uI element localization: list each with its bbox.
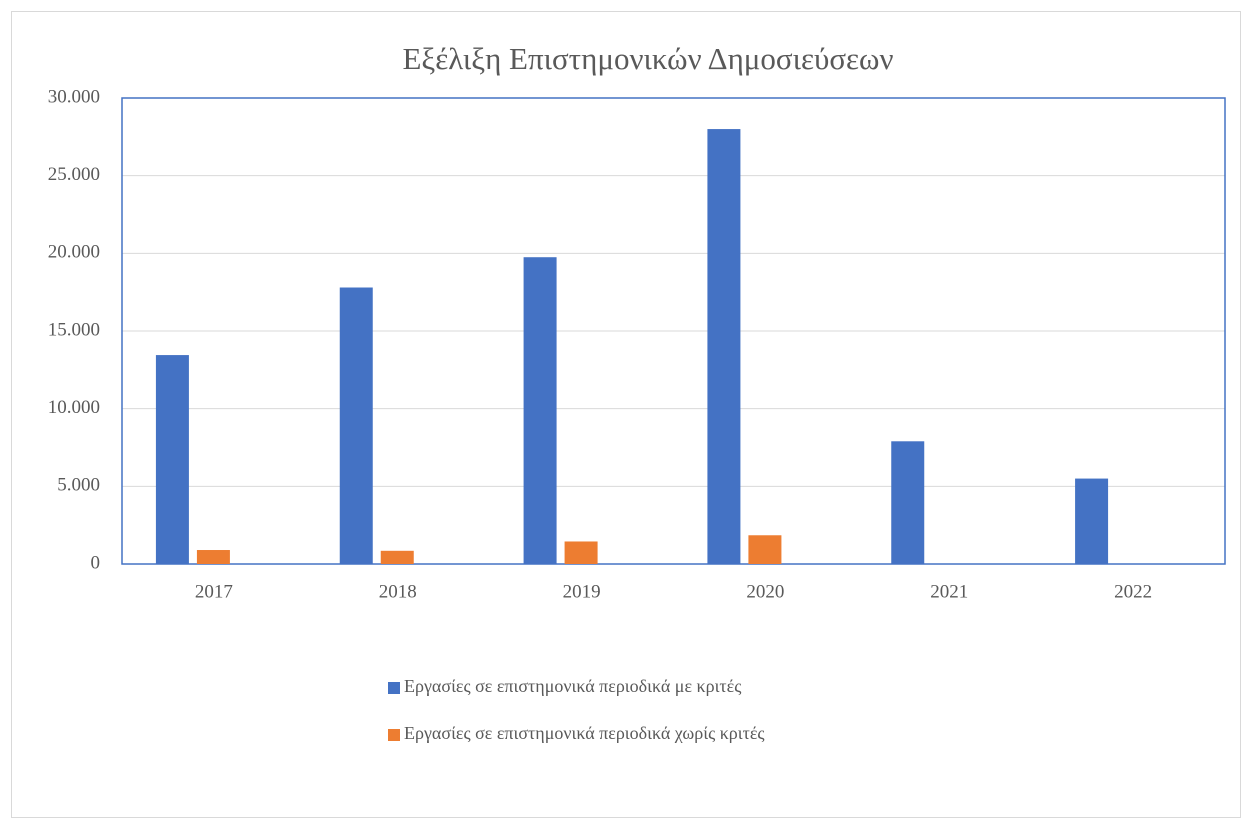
x-tick-label: 2021	[930, 581, 968, 602]
y-tick-label: 30.000	[48, 86, 100, 107]
bar	[1075, 478, 1109, 564]
x-tick-label: 2019	[563, 581, 601, 602]
legend-swatch	[388, 682, 400, 694]
bar	[707, 129, 741, 565]
bar	[380, 550, 414, 564]
bar	[339, 287, 373, 564]
legend-swatch	[388, 729, 400, 741]
legend-label: Εργασίες σε επιστημονικά περιοδικά χωρίς…	[404, 723, 765, 743]
x-tick-label: 2018	[379, 581, 417, 602]
chart-frame	[11, 11, 1241, 818]
x-tick-label: 2020	[746, 581, 784, 602]
y-tick-label: 5.000	[57, 475, 100, 496]
y-tick-label: 15.000	[48, 319, 100, 340]
bar	[523, 257, 557, 564]
y-tick-label: 25.000	[48, 164, 100, 185]
bar	[155, 355, 189, 564]
chart-title: Εξέλιξη Επιστημονικών Δημοσιεύσεων	[403, 41, 894, 76]
plot-border	[121, 97, 1226, 565]
bar	[564, 541, 598, 564]
bar	[891, 441, 925, 564]
y-tick-label: 20.000	[48, 242, 100, 263]
legend-label: Εργασίες σε επιστημονικά περιοδικά με κρ…	[404, 676, 741, 696]
y-tick-label: 10.000	[48, 397, 100, 418]
bar	[748, 535, 782, 564]
x-tick-label: 2017	[195, 581, 233, 602]
bar	[196, 550, 230, 564]
x-tick-label: 2022	[1114, 581, 1152, 602]
y-tick-label: 0	[91, 552, 101, 573]
